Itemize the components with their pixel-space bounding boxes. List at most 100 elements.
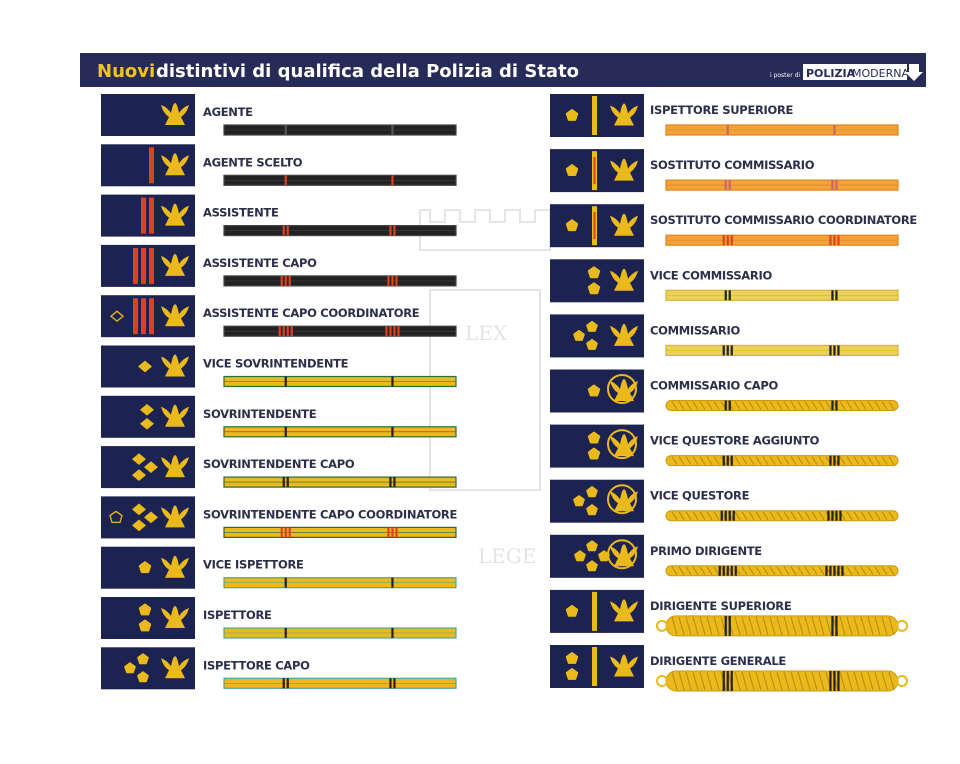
eagle	[610, 654, 638, 677]
stripe-mark	[284, 426, 287, 437]
stripe-mark	[288, 527, 291, 538]
rope-twist	[706, 671, 713, 691]
red-stripe	[149, 197, 154, 234]
stripe-mark	[393, 225, 396, 236]
rope-twist	[839, 401, 846, 410]
rank-row: ISPETTORE SUPERIORE	[550, 94, 899, 137]
stripe-mark	[728, 180, 731, 191]
rank-label: VICE COMMISSARIO	[650, 268, 772, 282]
rope-twist	[748, 566, 755, 576]
stripe-mark	[833, 235, 836, 246]
rope-twist	[790, 566, 797, 576]
rope-twist	[671, 511, 678, 520]
rank-label: VICE SOVRINTENDENTE	[203, 357, 349, 371]
rope-twist	[678, 566, 685, 576]
rope-twist	[804, 456, 811, 465]
star	[573, 495, 585, 507]
stripe-mark	[397, 326, 400, 337]
rope-twist	[797, 456, 804, 465]
rope-twist	[713, 566, 720, 576]
star	[587, 431, 601, 444]
rope-twist	[762, 456, 769, 465]
loop	[656, 675, 668, 687]
rope-twist	[888, 616, 895, 636]
gold-bar	[592, 647, 597, 686]
red-stripe	[133, 298, 138, 335]
rank-row: VICE QUESTORE	[550, 479, 899, 523]
rope-twist	[692, 616, 699, 636]
rope-twist	[797, 401, 804, 410]
rope-twist	[881, 401, 888, 410]
star	[138, 603, 152, 616]
rope-twist	[776, 616, 783, 636]
rope-twist	[755, 616, 762, 636]
stripe-mark	[391, 426, 394, 437]
star	[565, 668, 579, 680]
stripe-mark	[286, 477, 289, 488]
rope-twist	[790, 671, 797, 691]
rope-twist	[783, 566, 790, 576]
stripe-mark	[389, 326, 392, 337]
stripe-mark	[831, 510, 834, 521]
rope-twist	[755, 511, 762, 520]
gold-bar	[592, 96, 597, 135]
stripe-mark	[835, 510, 838, 521]
rope-twist	[783, 671, 790, 691]
rank-label: DIRIGENTE GENERALE	[650, 654, 786, 668]
star	[565, 164, 579, 176]
stripe-mark	[829, 235, 832, 246]
star	[565, 219, 579, 232]
rope-twist	[776, 456, 783, 465]
watermark-book: LEX	[465, 321, 508, 345]
watermark-motto: LEGE	[478, 544, 536, 568]
star	[586, 504, 598, 516]
stripe-mark	[835, 615, 838, 636]
diamond	[131, 469, 147, 481]
stripe-mark	[722, 565, 725, 576]
eagle	[610, 103, 638, 126]
rope-twist	[888, 566, 895, 576]
stripe-mark	[280, 527, 283, 538]
pentagon	[109, 510, 123, 524]
brand-box	[803, 64, 907, 80]
stripe-mark	[389, 225, 392, 236]
rank-label: COMMISSARIO	[650, 323, 740, 337]
rope-twist	[699, 671, 706, 691]
rope-twist	[769, 511, 776, 520]
stripe-mark	[387, 275, 390, 286]
header-highlight: Nuovi	[97, 61, 155, 82]
stripe-mark	[391, 376, 394, 387]
rope-twist	[769, 401, 776, 410]
ranks: AGENTE AGENTE SCELTO ASSISTENTE ASSISTENTE …	[101, 94, 918, 692]
rope-twist	[692, 566, 699, 576]
rope-twist	[867, 456, 874, 465]
brand-bold: POLIZIA	[806, 67, 856, 80]
diamond	[139, 403, 155, 416]
stripe-mark	[284, 275, 287, 286]
rope-twist	[741, 566, 748, 576]
rope-twist	[790, 511, 797, 520]
rope-twist	[706, 616, 713, 636]
stripe-mark	[391, 527, 394, 538]
stripe-mark	[728, 510, 731, 521]
diamond	[131, 503, 147, 516]
rope-twist	[671, 566, 678, 576]
stripe-mark	[722, 345, 725, 356]
rope-twist	[762, 401, 769, 410]
star	[124, 662, 136, 674]
rank-label: ASSISTENTE CAPO COORDINATORE	[203, 306, 420, 320]
stripe-mark	[829, 455, 832, 466]
rope-twist	[797, 616, 804, 636]
eagle	[610, 599, 638, 622]
star	[586, 560, 598, 572]
rank-row: SOVRINTENDENTE CAPO COORDINATORE	[101, 496, 458, 539]
rope-twist	[860, 566, 867, 576]
eagle	[161, 354, 189, 377]
rope-twist	[797, 566, 804, 576]
rope-twist	[853, 566, 860, 576]
star	[586, 486, 598, 498]
stripe-mark	[726, 565, 729, 576]
rope-twist	[776, 671, 783, 691]
rope	[665, 400, 899, 411]
rank-row: SOSTITUTO COMMISSARIO	[550, 149, 899, 193]
